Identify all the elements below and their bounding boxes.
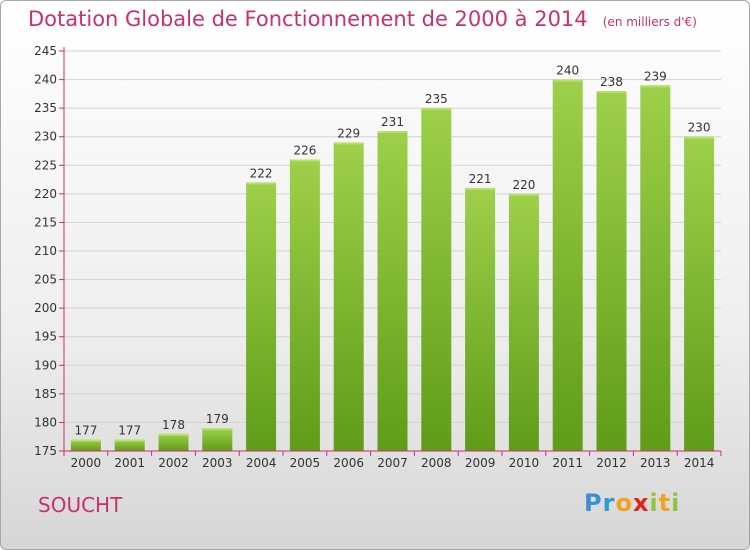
- bar: [508, 193, 539, 451]
- bar-highlight: [421, 108, 452, 111]
- y-tick-label: 190: [34, 358, 57, 372]
- x-tick-label: 2011: [552, 456, 583, 470]
- bar-highlight: [158, 433, 189, 436]
- bar-highlight: [508, 193, 539, 196]
- y-tick-label: 240: [34, 73, 57, 87]
- bar-value-label: 221: [469, 172, 492, 186]
- y-tick-label: 180: [34, 415, 57, 429]
- x-tick-label: 2012: [596, 456, 627, 470]
- bar-highlight: [70, 439, 101, 442]
- bar-value-label: 179: [206, 412, 229, 426]
- bar-value-label: 222: [250, 166, 273, 180]
- y-tick-label: 185: [34, 387, 57, 401]
- x-tick-label: 2002: [158, 456, 189, 470]
- commune-name: SOUCHT: [38, 493, 123, 517]
- y-tick-label: 210: [34, 244, 57, 258]
- bar-value-label: 229: [337, 126, 360, 140]
- x-tick-label: 2006: [333, 456, 364, 470]
- x-tick-label: 2014: [684, 456, 715, 470]
- bar: [552, 79, 583, 452]
- bar-highlight: [596, 91, 627, 93]
- bar: [114, 439, 145, 451]
- x-tick-label: 2001: [114, 456, 145, 470]
- bar-highlight: [640, 85, 671, 88]
- bar-value-label: 220: [512, 178, 535, 192]
- bar: [377, 131, 408, 451]
- x-tick-label: 2005: [290, 456, 321, 470]
- bar-highlight: [684, 136, 715, 139]
- y-tick-label: 245: [34, 44, 57, 58]
- chart-title: Dotation Globale de Fonctionnement de 20…: [28, 7, 697, 31]
- bar: [333, 142, 364, 451]
- bar-value-label: 235: [425, 92, 448, 106]
- bar-highlight: [377, 131, 408, 133]
- y-tick-label: 200: [34, 301, 57, 315]
- proxiti-logo: Proxiti: [584, 489, 681, 517]
- bar-value-label: 240: [556, 64, 579, 78]
- bar: [684, 136, 715, 451]
- bar-value-label: 231: [381, 115, 404, 129]
- bar-value-label: 238: [600, 75, 623, 89]
- bar-value-label: 178: [162, 418, 185, 432]
- bar: [246, 182, 277, 451]
- bar: [465, 188, 496, 451]
- x-tick-label: 2003: [202, 456, 233, 470]
- x-tick-label: 2013: [640, 456, 671, 470]
- bar-highlight: [114, 439, 145, 442]
- x-tick-label: 2009: [465, 456, 496, 470]
- bar-highlight: [465, 188, 496, 191]
- bar-value-label: 230: [688, 121, 711, 135]
- bar: [70, 439, 101, 451]
- bar-highlight: [333, 142, 364, 145]
- x-tick-label: 2000: [71, 456, 102, 470]
- x-tick-label: 2004: [246, 456, 277, 470]
- y-tick-label: 175: [34, 444, 57, 458]
- y-tick-label: 205: [34, 273, 57, 287]
- x-tick-label: 2007: [377, 456, 408, 470]
- bar-highlight: [289, 159, 320, 162]
- bar-value-label: 226: [293, 144, 316, 158]
- y-tick-label: 215: [34, 215, 57, 229]
- x-tick-label: 2008: [421, 456, 452, 470]
- y-tick-label: 195: [34, 330, 57, 344]
- chart-title-text: Dotation Globale de Fonctionnement de 20…: [28, 7, 588, 31]
- bar-highlight: [552, 79, 583, 82]
- y-tick-label: 235: [34, 101, 57, 115]
- bar: [202, 428, 233, 451]
- y-tick-label: 225: [34, 158, 57, 172]
- y-tick-label: 230: [34, 130, 57, 144]
- bar: [596, 91, 627, 451]
- bar: [158, 433, 189, 451]
- bar-value-label: 177: [74, 424, 97, 438]
- chart-unit-label: (en milliers d'€): [602, 15, 697, 29]
- bar: [289, 159, 320, 452]
- bar: [421, 108, 452, 452]
- bar-value-label: 239: [644, 69, 667, 83]
- bar-highlight: [246, 182, 277, 185]
- bar: [640, 85, 671, 452]
- x-tick-label: 2010: [509, 456, 540, 470]
- y-tick-label: 220: [34, 187, 57, 201]
- bar-value-label: 177: [118, 424, 141, 438]
- bar-highlight: [202, 428, 233, 431]
